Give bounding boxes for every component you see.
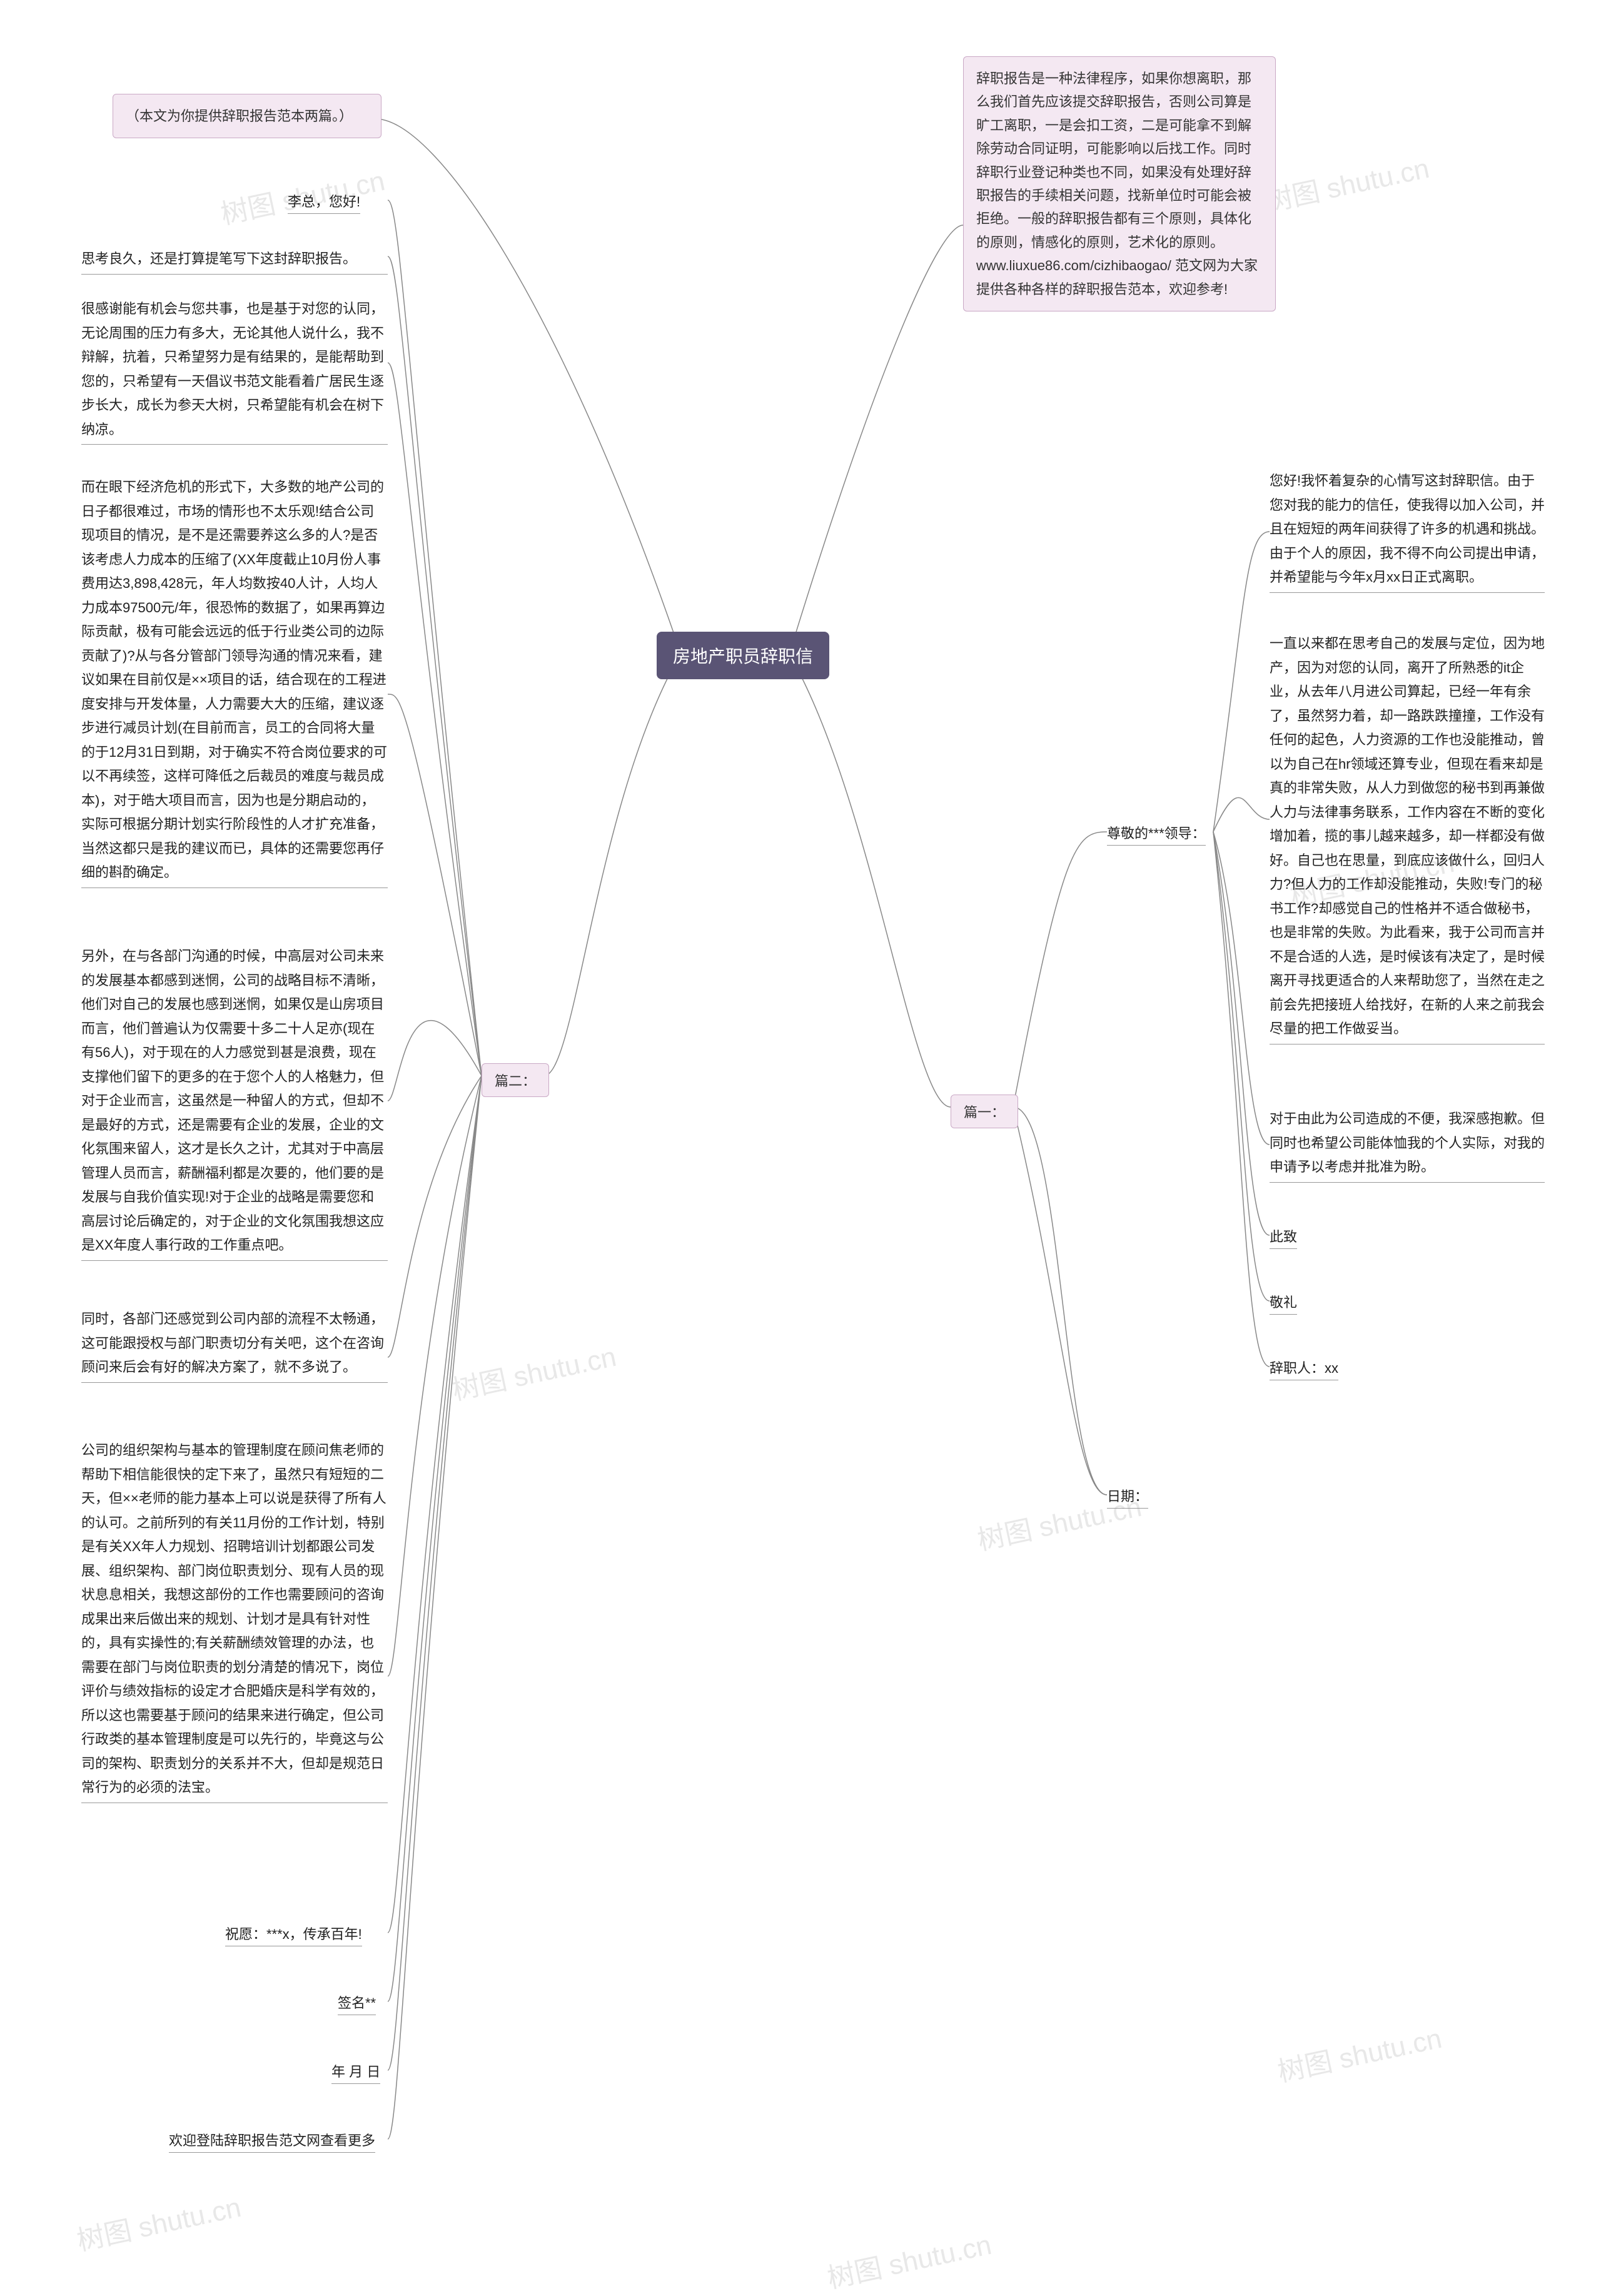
p1-n7: 日期： [1107,1485,1148,1509]
p1-n3: 对于由此为公司造成的不便，我深感抱歉。但同时也希望公司能体恤我的个人实际，对我的… [1270,1107,1545,1183]
watermark: 树图 shutu.cn [1261,146,1432,220]
p2-n10: 年 月 日 [331,2061,380,2084]
watermark: 树图 shutu.cn [1273,2016,1445,2090]
p2-n8: 祝愿：***x，传承百年! [225,1923,362,1946]
watermark: 树图 shutu.cn [823,2222,994,2296]
intro-box-left: （本文为你提供辞职报告范本两篇。） [113,94,381,138]
section-p2-label: 篇二： [482,1063,549,1097]
p1-n5: 敬礼 [1270,1292,1297,1315]
watermark: 树图 shutu.cn [448,1334,619,1408]
p2-n7: 公司的组织架构与基本的管理制度在顾问焦老师的帮助下相信能很快的定下来了，虽然只有… [81,1439,388,1803]
p1-n4: 此致 [1270,1226,1297,1249]
p2-n11: 欢迎登陆辞职报告范文网查看更多 [169,2130,375,2153]
p1-n6: 辞职人：xx [1270,1357,1338,1380]
p2-n9: 签名** [338,1992,376,2015]
section-p1-label: 篇一： [951,1095,1018,1128]
p2-n1: 李总，您好! [288,191,360,214]
p1-n1: 您好!我怀着复杂的心情写这封辞职信。由于您对我的能力的信任，使我得以加入公司，并… [1270,469,1545,593]
p2-n2: 思考良久，还是打算提笔写下这封辞职报告。 [81,247,388,275]
p2-n5: 另外，在与各部门沟通的时候，中高层对公司未来的发展基本都感到迷惘，公司的战略目标… [81,944,388,1261]
center-title: 房地产职员辞职信 [657,632,829,679]
p1-n2: 一直以来都在思考自己的发展与定位，因为地产，因为对您的认同，离开了所熟悉的it企… [1270,632,1545,1044]
watermark: 树图 shutu.cn [73,2185,244,2258]
p2-n6: 同时，各部门还感觉到公司内部的流程不太畅通，这可能跟授权与部门职责切分有关吧，这… [81,1307,388,1383]
intro-box-right: 辞职报告是一种法律程序，如果你想离职，那么我们首先应该提交辞职报告，否则公司算是… [963,56,1276,311]
p2-n4: 而在眼下经济危机的形式下，大多数的地产公司的日子都很难过，市场的情形也不太乐观!… [81,475,388,888]
p1-lead: 尊敬的***领导： [1107,822,1206,846]
p2-n3: 很感谢能有机会与您共事，也是基于对您的认同，无论周围的压力有多大，无论其他人说什… [81,297,388,445]
